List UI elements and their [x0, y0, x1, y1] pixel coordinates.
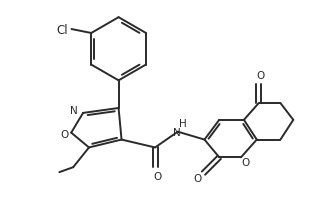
Text: O: O	[193, 174, 202, 184]
Text: O: O	[60, 130, 68, 140]
Text: O: O	[153, 172, 161, 182]
Text: Cl: Cl	[57, 23, 68, 36]
Text: N: N	[173, 128, 181, 138]
Text: H: H	[179, 119, 186, 129]
Text: O: O	[242, 158, 250, 168]
Text: N: N	[70, 106, 78, 116]
Text: O: O	[257, 71, 265, 81]
